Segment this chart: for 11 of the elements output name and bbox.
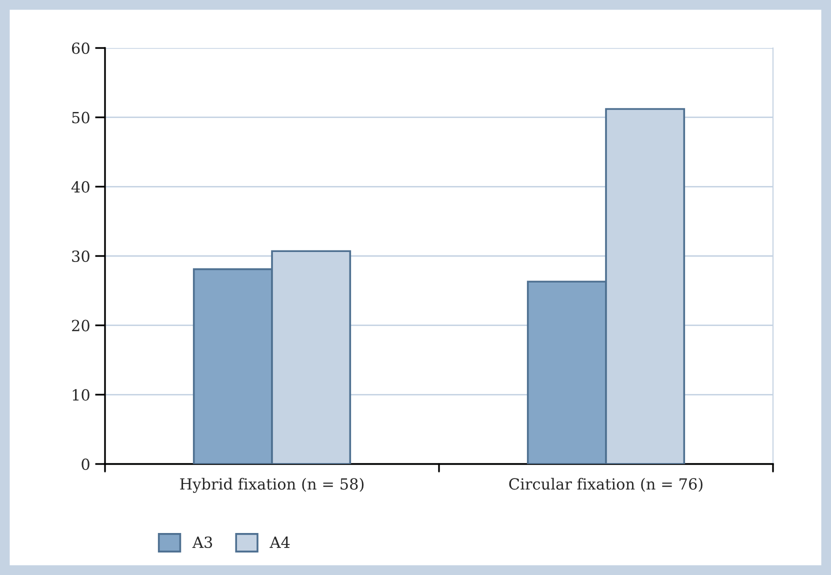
legend-label: A4 (270, 536, 290, 548)
y-tick-label: 10 (72, 389, 90, 401)
y-tick-label: 30 (72, 250, 90, 262)
x-tick-label: Hybrid fixation (n = 58) (180, 478, 364, 493)
y-tick-label: 60 (72, 42, 90, 54)
y-tick-label: 50 (72, 112, 90, 124)
y-tick-label: 20 (72, 320, 90, 332)
x-tick-label: Circular fixation (n = 76) (509, 478, 702, 492)
legend-label: A3 (192, 536, 212, 548)
y-tick-label: 40 (71, 181, 90, 193)
y-tick-label: 0 (82, 458, 90, 470)
